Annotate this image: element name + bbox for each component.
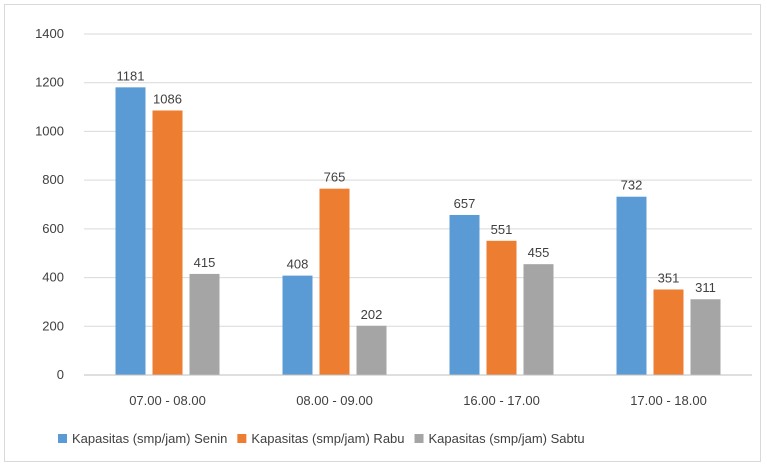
x-tick-label: 17.00 - 18.00 xyxy=(630,393,707,408)
bar xyxy=(690,299,721,375)
bar xyxy=(616,196,647,375)
y-tick-label: 200 xyxy=(42,318,64,333)
y-tick-label: 0 xyxy=(57,367,64,382)
x-tick-label: 08.00 - 09.00 xyxy=(296,393,373,408)
axes: 0 200 400 600 800 1000 1200 1400 07.00 - 08.00 08… xyxy=(35,26,752,408)
data-label: 408 xyxy=(287,257,309,272)
data-label: 311 xyxy=(695,280,716,295)
data-label: 202 xyxy=(361,307,383,322)
x-tick-label: 07.00 - 08.00 xyxy=(129,393,206,408)
data-label: 657 xyxy=(454,196,476,211)
legend-label: Kapasitas (smp/jam) Senin xyxy=(72,431,227,446)
data-label: 732 xyxy=(621,178,643,193)
legend: Kapasitas (smp/jam) Senin Kapasitas (smp/… xyxy=(58,431,585,446)
data-labels: 1181 1086 415 408 765 202 657 551 455 732 351 311 xyxy=(117,68,716,321)
legend-label: Kapasitas (smp/jam) Rabu xyxy=(251,431,404,446)
bar xyxy=(115,87,146,376)
legend-swatch xyxy=(414,434,424,443)
bar xyxy=(356,325,387,375)
legend-label: Kapasitas (smp/jam) Sabtu xyxy=(429,431,585,446)
bar xyxy=(523,264,554,375)
y-tick-label: 600 xyxy=(42,221,64,236)
bar xyxy=(189,273,220,375)
data-label: 415 xyxy=(194,255,216,270)
legend-swatch xyxy=(58,434,67,443)
bar xyxy=(152,110,183,375)
bar xyxy=(486,240,517,375)
data-label: 765 xyxy=(324,170,346,185)
bar xyxy=(653,289,684,375)
data-label: 1181 xyxy=(117,68,145,83)
data-label: 351 xyxy=(658,271,680,286)
x-tick-label: 16.00 - 17.00 xyxy=(463,393,540,408)
y-tick-label: 1200 xyxy=(35,75,64,90)
bar xyxy=(449,214,480,375)
bars xyxy=(115,87,721,376)
legend-swatch xyxy=(237,434,247,443)
gridlines xyxy=(84,33,752,327)
data-label: 455 xyxy=(528,245,550,260)
y-tick-label: 1400 xyxy=(35,26,64,41)
y-tick-label: 400 xyxy=(42,270,64,285)
bar xyxy=(319,188,350,375)
data-label: 1086 xyxy=(153,91,182,106)
bar xyxy=(282,275,313,375)
y-tick-label: 800 xyxy=(42,172,64,187)
y-tick-label: 1000 xyxy=(35,123,64,138)
data-label: 551 xyxy=(491,222,513,237)
